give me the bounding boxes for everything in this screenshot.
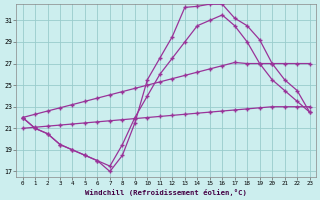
X-axis label: Windchill (Refroidissement éolien,°C): Windchill (Refroidissement éolien,°C) bbox=[85, 189, 247, 196]
